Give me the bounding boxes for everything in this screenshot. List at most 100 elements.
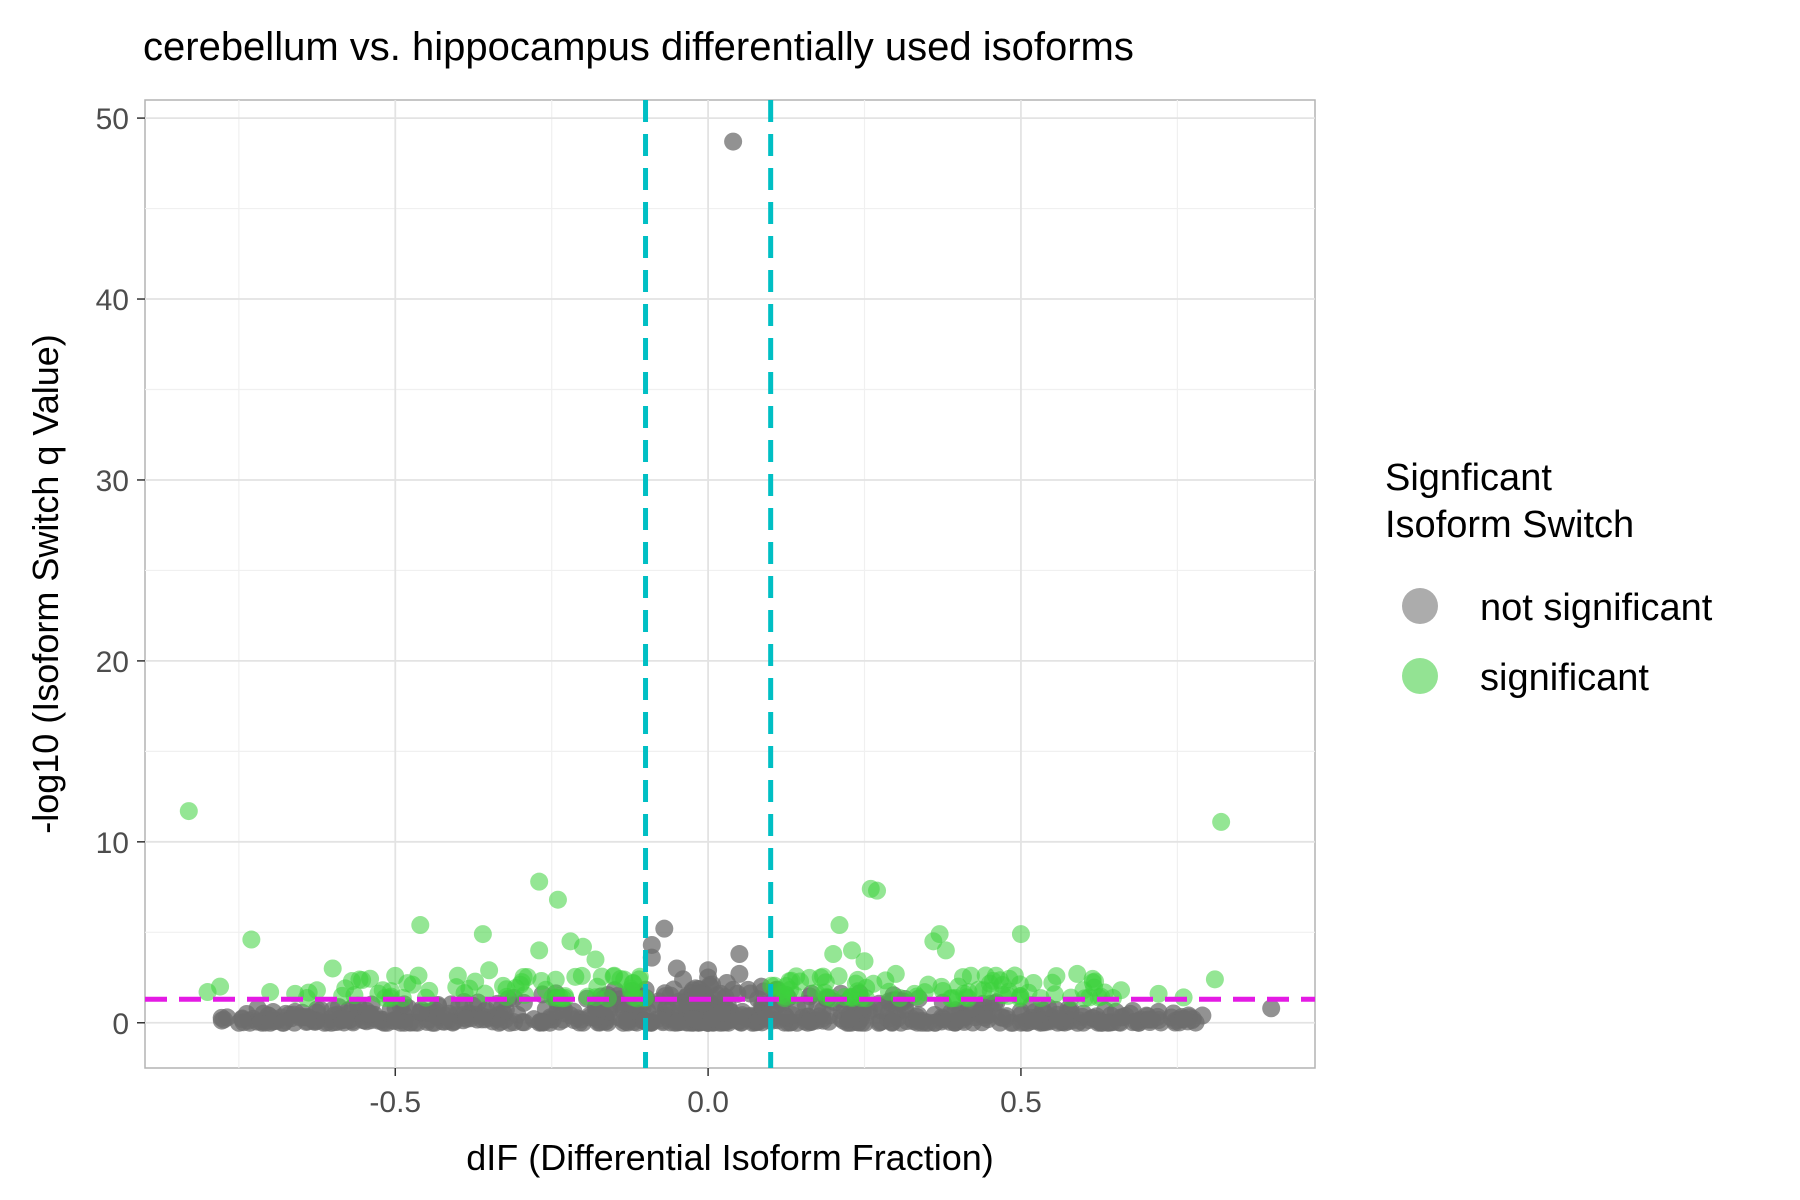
scatter-point-significant [824, 945, 843, 964]
scatter-point-significant [1068, 964, 1087, 983]
scatter-point-significant [578, 987, 597, 1006]
x-axis-ticks: -0.5 0.0 0.5 [369, 1068, 1042, 1119]
scatter-point-not-significant [655, 919, 674, 938]
scatter-point-significant [494, 976, 513, 995]
scatter-point-not-significant [472, 1010, 491, 1029]
scatter-point-not-significant [814, 1011, 833, 1030]
scatter-point-not-significant [1112, 1008, 1131, 1027]
plot-area [144, 99, 1316, 1069]
scatter-point-significant [1011, 925, 1030, 944]
scatter-point-not-significant [926, 1013, 945, 1032]
scatter-point-significant [1011, 987, 1030, 1006]
scatter-point-significant [1074, 981, 1093, 1000]
legend-label-significant: significant [1480, 657, 1649, 699]
scatter-point-significant [403, 975, 422, 994]
scatter-point-not-significant [798, 1013, 817, 1032]
scatter-point-not-significant [730, 945, 749, 964]
y-axis-title: -log10 (Isoform Switch q Value) [25, 334, 66, 834]
scatter-point-significant [1205, 970, 1224, 989]
scatter-point-not-significant [653, 1011, 672, 1030]
scatter-point-significant [949, 977, 968, 996]
scatter-point-not-significant [674, 970, 693, 989]
x-tick-label: 0.5 [1000, 1086, 1042, 1119]
scatter-point-not-significant [841, 1009, 860, 1028]
scatter-point-significant [864, 974, 883, 993]
scatter-point-significant [448, 966, 467, 985]
legend-title-line-1: Signficant [1385, 457, 1552, 499]
scatter-point-not-significant [323, 1001, 342, 1020]
scatter-point-significant [336, 979, 355, 998]
scatter-point-not-significant [724, 132, 743, 151]
scatter-point-significant [572, 966, 591, 985]
scatter-point-significant [511, 975, 530, 994]
scatter-point-not-significant [614, 1011, 633, 1030]
scatter-point-not-significant [336, 1010, 355, 1029]
scatter-point-significant [179, 802, 198, 821]
scatter-point-not-significant [496, 1001, 515, 1020]
scatter-point-significant [1212, 812, 1231, 831]
scatter-point-significant [573, 937, 592, 956]
scatter-point-significant [605, 966, 624, 985]
scatter-point-significant [811, 968, 830, 987]
scatter-point-significant [829, 967, 848, 986]
scatter-point-significant [974, 981, 993, 1000]
scatter-point-significant [932, 977, 951, 996]
scatter-point-not-significant [361, 1004, 380, 1023]
scatter-point-not-significant [457, 1009, 476, 1028]
scatter-point-not-significant [702, 1009, 721, 1028]
significant-points [179, 802, 1231, 1008]
scatter-point-not-significant [532, 1013, 551, 1032]
y-tick-label: 40 [96, 284, 129, 317]
scatter-point-significant [846, 974, 865, 993]
legend-key-not-significant [1402, 588, 1438, 624]
scatter-point-not-significant [686, 979, 705, 998]
y-tick-label: 30 [96, 465, 129, 498]
scatter-point-not-significant [411, 1002, 430, 1021]
plot-panel [144, 99, 1316, 1069]
scatter-point-significant [1112, 981, 1131, 1000]
scatter-point-significant [868, 881, 887, 900]
scatter-point-significant [466, 972, 485, 991]
scatter-point-not-significant [668, 1013, 687, 1032]
scatter-point-significant [961, 966, 980, 985]
scatter-point-significant [886, 964, 905, 983]
legend-key-significant [1402, 658, 1438, 694]
scatter-point-not-significant [386, 1011, 405, 1030]
scatter-point-significant [261, 983, 280, 1002]
legend: Signficant Isoform Switch not significan… [1385, 457, 1713, 699]
scatter-point-significant [350, 970, 369, 989]
x-tick-label: -0.5 [369, 1086, 421, 1119]
scatter-point-significant [386, 966, 405, 985]
scatter-point-not-significant [1074, 1004, 1093, 1023]
scatter-point-significant [530, 941, 549, 960]
reference-lines [145, 100, 1315, 1068]
scatter-point-significant [986, 966, 1005, 985]
scatter-point-not-significant [436, 1006, 455, 1025]
scatter-point-not-significant [730, 964, 749, 983]
scatter-point-significant [936, 941, 955, 960]
scatter-point-not-significant [1024, 1011, 1043, 1030]
scatter-point-significant [373, 981, 392, 1000]
scatter-point-not-significant [1262, 999, 1281, 1018]
scatter-point-not-significant [979, 1010, 998, 1029]
scatter-point-significant [473, 925, 492, 944]
y-tick-label: 20 [96, 646, 129, 679]
scatter-point-significant [530, 872, 549, 891]
y-tick-label: 0 [112, 1008, 129, 1041]
scatter-point-not-significant [783, 1006, 802, 1025]
scatter-point-not-significant [273, 1013, 292, 1032]
scatter-point-not-significant [730, 1011, 749, 1030]
x-tick-label: 0.0 [687, 1086, 729, 1119]
scatter-point-significant [548, 890, 567, 909]
scatter-point-significant [323, 959, 342, 978]
legend-label-not-significant: not significant [1480, 587, 1713, 629]
scatter-point-significant [1024, 973, 1043, 992]
scatter-point-not-significant [953, 1010, 972, 1029]
x-axis-title: dIF (Differential Isoform Fraction) [466, 1137, 993, 1178]
scatter-point-significant [830, 916, 849, 935]
scatter-point-not-significant [883, 1013, 902, 1032]
chart-title: cerebellum vs. hippocampus differentiall… [143, 25, 1134, 69]
scatter-point-significant [1149, 984, 1168, 1003]
scatter-point-significant [1043, 973, 1062, 992]
